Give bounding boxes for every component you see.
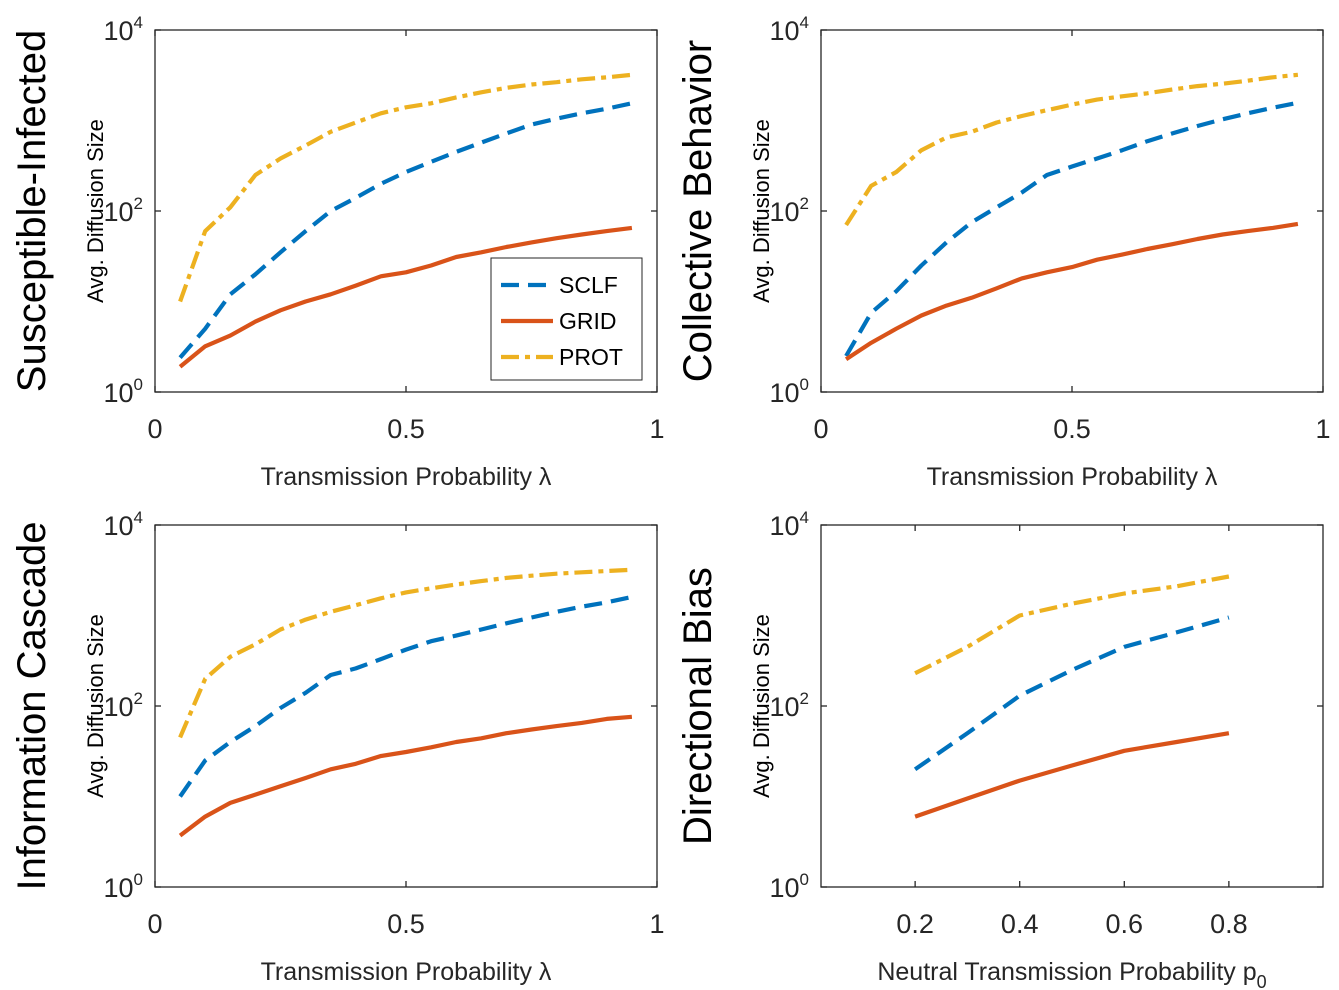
x-tick-label: 0 [147, 909, 162, 939]
axes-box [820, 524, 1324, 888]
series-line-grid [178, 714, 633, 838]
legend-label-prot: PROT [559, 344, 623, 370]
series-line-sclf [178, 594, 633, 798]
y-tick-label: 100 [103, 870, 143, 903]
x-tick-label: 0.6 [1106, 909, 1144, 939]
y-tick-label: 104 [103, 508, 143, 541]
x-axis-label: Transmission Probability λ [261, 463, 552, 491]
y-tick-label: 104 [769, 508, 809, 541]
y-axis-label: Avg. Diffusion Size [749, 119, 774, 303]
x-tick-label: 1 [649, 414, 664, 444]
chart-panel-3: 0 0.5 1 100 102 104 Transmission Probability λ… [10, 508, 665, 986]
x-axis-label: Transmission Probability λ [261, 958, 552, 986]
series-line-grid [178, 225, 633, 369]
y-tick-label: 102 [103, 194, 143, 227]
chart-panel-2: 0 0.5 1 100 102 104 Transmission Probability λ… [676, 13, 1331, 491]
axes-box [820, 29, 1324, 393]
y-tick-label: 100 [103, 375, 143, 408]
panel-label: Collective Behavior [676, 40, 720, 382]
y-tick-label: 100 [769, 870, 809, 903]
panel-label: Information Cascade [10, 521, 54, 890]
legend-label-grid: GRID [559, 308, 617, 334]
y-tick-label: 102 [103, 689, 143, 722]
y-tick-label: 100 [769, 375, 809, 408]
x-tick-label: 0.4 [1001, 909, 1039, 939]
series-line-grid [914, 731, 1230, 819]
x-tick-label: 1 [1315, 414, 1330, 444]
x-tick-label: 0.5 [1053, 414, 1091, 444]
x-tick-label: 1 [649, 909, 664, 939]
series-line-sclf [913, 615, 1230, 772]
chart-panel-4: 0.2 0.4 0.6 0.8 100 102 104 Neutral Transmissio… [676, 508, 1324, 990]
y-axis-label: Avg. Diffusion Size [83, 119, 108, 303]
x-axis-label: Neutral Transmission Probability p0 [877, 958, 1266, 990]
y-axis-label: Avg. Diffusion Size [749, 614, 774, 798]
y-tick-label: 102 [769, 194, 809, 227]
panel-label: Susceptible-Infected [10, 30, 54, 392]
chart-panel-1: 0 0.5 1 100 102 104 Transmission Probability λ… [10, 13, 665, 491]
legend-label-sclf: SCLF [559, 272, 618, 298]
y-tick-label: 102 [769, 689, 809, 722]
series-line-prot [914, 574, 1230, 676]
y-tick-label: 104 [769, 13, 809, 46]
x-tick-label: 0.5 [387, 909, 425, 939]
series-line-prot [178, 567, 633, 739]
series-line-sclf [844, 100, 1299, 358]
series-line-prot [178, 72, 633, 303]
y-tick-label: 104 [103, 13, 143, 46]
x-tick-label: 0 [813, 414, 828, 444]
x-axis-label: Transmission Probability λ [927, 463, 1218, 491]
series-line-prot [844, 72, 1299, 227]
series-line-grid [844, 221, 1299, 362]
panel-label: Directional Bias [676, 567, 720, 845]
series-line-sclf [178, 101, 633, 359]
legend: SCLF GRID PROT [490, 257, 643, 381]
axes-box [154, 524, 658, 888]
x-tick-label: 0.5 [387, 414, 425, 444]
y-axis-label: Avg. Diffusion Size [83, 614, 108, 798]
x-tick-label: 0.2 [896, 909, 934, 939]
x-tick-label: 0.8 [1210, 909, 1248, 939]
x-tick-label: 0 [147, 414, 162, 444]
